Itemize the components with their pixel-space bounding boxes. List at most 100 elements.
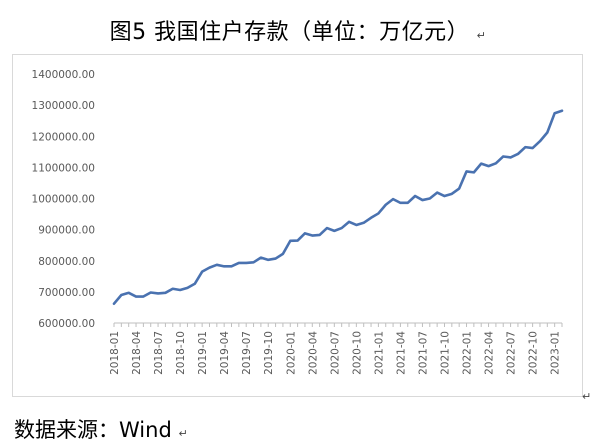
data-point: [252, 261, 255, 264]
x-tick-label: 2022-07: [506, 331, 518, 375]
x-tick-label: 2019-04: [219, 331, 231, 375]
data-point: [406, 202, 409, 204]
data-point: [113, 302, 115, 305]
data-point: [120, 294, 123, 296]
x-tick-label: 2021-10: [439, 331, 451, 375]
data-point: [473, 171, 475, 174]
data-point: [208, 266, 211, 269]
data-point: [311, 234, 314, 237]
data-point: [502, 155, 505, 158]
x-tick-label: 2022-10: [528, 331, 540, 375]
paragraph-mark-icon: ↵: [476, 29, 487, 42]
data-point: [480, 162, 483, 165]
data-point: [553, 112, 556, 115]
data-point: [370, 217, 372, 219]
x-tick-label: 2019-01: [197, 331, 209, 375]
data-point: [318, 234, 321, 236]
data-point: [193, 282, 196, 285]
data-point: [333, 230, 336, 232]
data-point: [392, 198, 394, 200]
data-point: [458, 187, 460, 190]
y-tick-label: 800000.00: [38, 256, 95, 268]
line-chart: 600000.00 700000.00 800000.00 900000.00 1000…: [32, 69, 564, 375]
x-tick-label: 2021-07: [417, 331, 429, 375]
data-point: [186, 287, 189, 289]
x-tick-label: 2018-10: [175, 331, 187, 375]
data-point: [245, 262, 247, 264]
data-point: [443, 195, 446, 197]
data-point: [377, 212, 380, 215]
data-point: [421, 199, 424, 201]
data-point: [142, 295, 145, 298]
data-point: [355, 224, 358, 226]
data-point: [135, 295, 137, 298]
data-point: [238, 262, 240, 264]
data-point: [509, 156, 512, 159]
x-tick-label: 2023-01: [550, 331, 562, 375]
data-point: [348, 221, 350, 223]
x-tick-label: 2020-10: [351, 331, 363, 375]
data-point: [414, 195, 416, 197]
x-tick-label: 2018-04: [131, 331, 143, 375]
data-point: [171, 287, 174, 290]
x-tick-label: 2018-01: [109, 331, 121, 375]
y-tick-label: 1200000.00: [32, 131, 95, 143]
data-point: [465, 170, 468, 173]
data-point: [436, 191, 438, 194]
data-point: [179, 289, 181, 291]
data-point: [127, 292, 130, 294]
y-tick-label: 700000.00: [38, 287, 95, 299]
data-point: [487, 165, 490, 167]
data-point: [326, 227, 328, 229]
x-tick-label: 2019-07: [241, 331, 253, 375]
data-point: [216, 264, 218, 266]
paragraph-mark-icon: ↵: [582, 390, 592, 403]
chart-title-text: 图5 我国住户存款（单位：万亿元）: [109, 20, 470, 45]
data-point: [230, 265, 233, 268]
data-point: [289, 240, 292, 242]
x-tick-label: 2021-01: [373, 331, 385, 375]
data-point: [149, 291, 152, 294]
data-point: [546, 131, 549, 134]
data-point: [561, 109, 563, 112]
data-point: [164, 292, 167, 294]
chart-title: 图5 我国住户存款（单位：万亿元） ↵: [0, 14, 596, 46]
source-text: 数据来源：Wind: [14, 418, 172, 442]
data-point: [157, 292, 159, 295]
y-tick-label: 1000000.00: [32, 194, 95, 206]
data-point: [296, 239, 299, 242]
data-point: [267, 259, 270, 261]
series-layer: [112, 109, 564, 305]
data-source: 数据来源：Wind ↵: [14, 414, 188, 444]
x-tick-label: 2022-01: [462, 331, 474, 375]
data-point: [282, 253, 284, 255]
x-tick-label: 2022-04: [484, 331, 496, 375]
data-point: [495, 162, 497, 165]
data-point: [539, 140, 541, 143]
y-tick-label: 1400000.00: [32, 69, 95, 81]
data-point: [517, 153, 519, 155]
y-tick-label: 1300000.00: [32, 100, 95, 112]
series-line: [112, 109, 564, 305]
data-point: [260, 256, 262, 259]
data-point: [429, 197, 431, 200]
y-tick-label: 600000.00: [38, 318, 95, 330]
x-axis: 2018-01 2018-04 2018-07 2018-10 2019-01 2019-…: [109, 322, 563, 375]
data-point: [384, 203, 387, 206]
x-tick-label: 2021-04: [395, 331, 407, 375]
x-tick-label: 2020-04: [307, 331, 319, 375]
y-tick-label: 900000.00: [38, 225, 95, 237]
x-tick-label: 2018-07: [153, 331, 165, 375]
data-point: [399, 202, 402, 204]
data-point: [451, 193, 453, 195]
x-tick-label: 2020-01: [285, 331, 297, 375]
chart-area: 600000.00 700000.00 800000.00 900000.00 1000…: [12, 54, 583, 397]
x-tick-label: 2020-07: [329, 331, 341, 375]
data-point: [304, 232, 306, 235]
data-point: [531, 147, 534, 149]
x-tick-label: 2019-10: [263, 331, 275, 375]
y-tick-label: 1100000.00: [32, 162, 95, 174]
data-point: [340, 227, 343, 229]
paragraph-mark-icon: ↵: [178, 427, 188, 440]
data-point: [223, 265, 225, 268]
